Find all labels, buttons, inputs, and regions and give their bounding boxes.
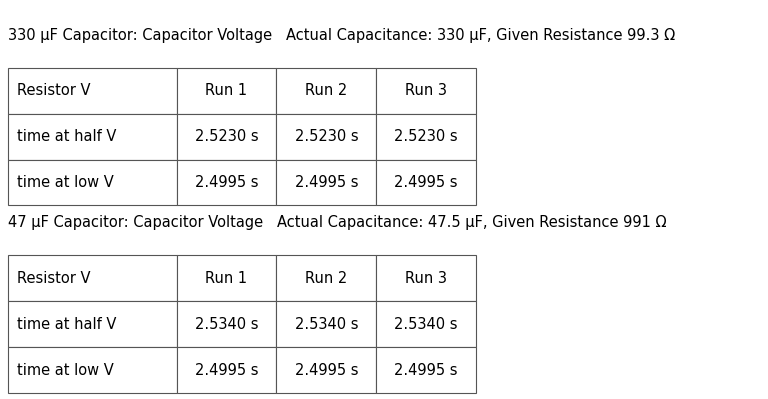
Bar — [276, 347, 376, 393]
Text: 47 μF Capacitor: Capacitor Voltage   Actual Capacitance: 47.5 μF, Given Resistan: 47 μF Capacitor: Capacitor Voltage Actua… — [8, 215, 666, 231]
Bar — [276, 160, 376, 205]
Text: time at low V: time at low V — [17, 175, 114, 190]
Bar — [376, 301, 476, 347]
Bar — [8, 114, 177, 160]
Text: 2.4995 s: 2.4995 s — [295, 363, 358, 377]
Text: Run 1: Run 1 — [206, 271, 247, 286]
Bar — [8, 301, 177, 347]
Bar — [276, 68, 376, 114]
Text: 2.5340 s: 2.5340 s — [295, 317, 358, 332]
Text: 2.5340 s: 2.5340 s — [195, 317, 258, 332]
Bar — [8, 255, 177, 301]
Text: 2.4995 s: 2.4995 s — [195, 175, 258, 190]
Text: 2.5230 s: 2.5230 s — [395, 129, 458, 144]
Bar — [177, 301, 276, 347]
Text: 2.4995 s: 2.4995 s — [295, 175, 358, 190]
Text: Resistor V: Resistor V — [17, 271, 91, 286]
Text: time at half V: time at half V — [17, 317, 116, 332]
Text: Run 3: Run 3 — [406, 83, 447, 98]
Text: 2.5340 s: 2.5340 s — [395, 317, 458, 332]
Bar — [376, 347, 476, 393]
Text: 2.4995 s: 2.4995 s — [395, 363, 458, 377]
Bar — [8, 160, 177, 205]
Bar — [376, 114, 476, 160]
Bar — [276, 114, 376, 160]
Bar — [276, 301, 376, 347]
Text: Run 3: Run 3 — [406, 271, 447, 286]
Text: time at half V: time at half V — [17, 129, 116, 144]
Bar — [376, 255, 476, 301]
Bar — [276, 255, 376, 301]
Text: Resistor V: Resistor V — [17, 83, 91, 98]
Bar — [8, 68, 177, 114]
Bar — [177, 255, 276, 301]
Bar — [177, 160, 276, 205]
Text: Run 2: Run 2 — [305, 83, 348, 98]
Bar — [376, 160, 476, 205]
Text: 2.4995 s: 2.4995 s — [395, 175, 458, 190]
Bar — [177, 114, 276, 160]
Text: 2.5230 s: 2.5230 s — [295, 129, 358, 144]
Bar — [177, 347, 276, 393]
Text: time at low V: time at low V — [17, 363, 114, 377]
Text: 2.5230 s: 2.5230 s — [195, 129, 258, 144]
Text: 330 μF Capacitor: Capacitor Voltage   Actual Capacitance: 330 μF, Given Resistan: 330 μF Capacitor: Capacitor Voltage Actu… — [8, 28, 675, 43]
Bar — [8, 347, 177, 393]
Text: Run 2: Run 2 — [305, 271, 348, 286]
Bar — [177, 68, 276, 114]
Text: 2.4995 s: 2.4995 s — [195, 363, 258, 377]
Bar — [376, 68, 476, 114]
Text: Run 1: Run 1 — [206, 83, 247, 98]
